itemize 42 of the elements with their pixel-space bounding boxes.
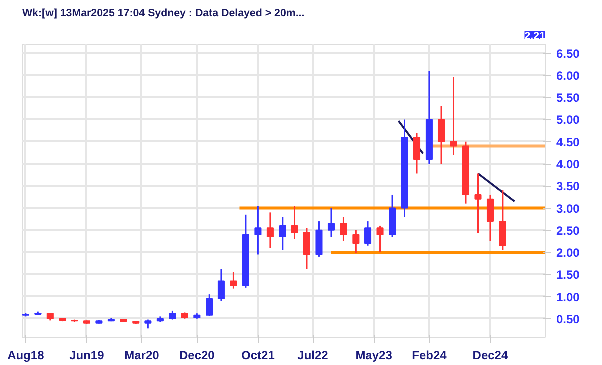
- y-tick-label: 6.50: [556, 46, 580, 61]
- y-tick-label: 5.00: [556, 113, 580, 128]
- candlestick: [364, 220, 372, 247]
- y-tick-label: 6.00: [556, 68, 580, 83]
- y-tick-label: 4.50: [556, 135, 580, 150]
- chart-title: Wk:[w] 13Mar2025 17:04 Sydney : Data Delayed > 20m...: [22, 8, 305, 20]
- y-tick-label: 3.50: [556, 180, 580, 194]
- x-tick-label: Jun19: [70, 348, 105, 362]
- candlestick: [340, 216, 348, 242]
- candlestick: [206, 294, 214, 318]
- candlestick: [352, 230, 360, 254]
- y-tick-label: 4.00: [556, 158, 580, 172]
- candlestick: [376, 225, 384, 254]
- candlestick: [279, 216, 286, 252]
- candlestick: [438, 106, 446, 165]
- y-tick-label: 5.50: [556, 91, 580, 106]
- x-tick-label: Oct21: [242, 348, 276, 362]
- x-tick-label: Mar20: [124, 348, 160, 362]
- y-tick-label: 1.00: [556, 290, 580, 304]
- y-tick-label: 1.50: [556, 268, 580, 282]
- candlestick: [474, 172, 482, 234]
- x-tick-label: Jul22: [298, 348, 329, 362]
- x-tick-label: Aug18: [8, 348, 45, 362]
- y-tick-label: 0.50: [556, 312, 580, 326]
- candlestick: [230, 272, 238, 290]
- candlestick: [486, 194, 494, 242]
- candlestick: [254, 205, 262, 256]
- candlestick: [413, 132, 421, 174]
- candlestick: [291, 205, 298, 240]
- x-tick-label: Dec24: [472, 348, 508, 362]
- candlestick: [450, 76, 458, 156]
- y-tick-label: 2.50: [556, 224, 580, 238]
- x-tick-label: Feb24: [412, 348, 448, 362]
- candlestick: [328, 208, 335, 238]
- text: 2.21: [524, 30, 546, 42]
- y-tick-label: 2.00: [556, 246, 580, 260]
- y-tick-label: 3.00: [556, 202, 580, 216]
- candlestick: [303, 227, 310, 270]
- x-tick-label: Dec20: [179, 348, 216, 362]
- candlestick: [218, 268, 225, 302]
- x-tick-label: May23: [356, 348, 393, 362]
- candlestick: [266, 212, 274, 249]
